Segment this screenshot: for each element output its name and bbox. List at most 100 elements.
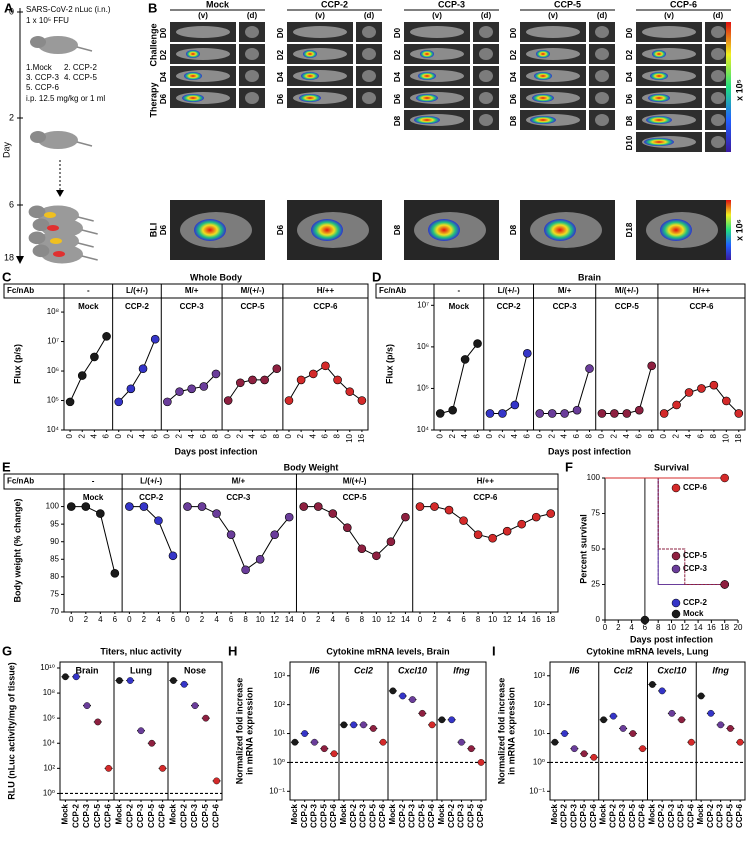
- y-axis-label: Body weight (% change): [12, 498, 22, 602]
- x-tick-label: 6: [229, 615, 234, 624]
- view-label: (v): [198, 11, 208, 20]
- x-tick-label: Mock: [550, 803, 559, 824]
- data-point: [272, 364, 282, 373]
- data-point: [634, 405, 644, 415]
- x-tick-label: CCP-6: [686, 803, 695, 828]
- x-tick-label: CCP-5: [319, 803, 328, 828]
- x-tick-label: 4: [510, 433, 519, 438]
- fc-value: M/+: [232, 477, 246, 486]
- x-tick-label: 20: [734, 623, 743, 632]
- x-tick-label: 4: [622, 433, 631, 438]
- signal: [194, 219, 226, 241]
- mouse-head: [28, 231, 46, 245]
- y-tick-label: 10⁴: [47, 425, 60, 434]
- x-tick-label: 2: [142, 615, 147, 624]
- x-tick-label: CCP-6: [212, 803, 221, 828]
- chart-title: Brain: [578, 272, 601, 282]
- data-point: [597, 409, 607, 418]
- y-tick-label: 95: [50, 519, 59, 528]
- view-label: (d): [364, 11, 375, 20]
- x-tick-label: CCP-3: [82, 803, 91, 828]
- data-point: [213, 777, 221, 785]
- data-point: [560, 409, 569, 418]
- group-name: CCP-3: [553, 302, 578, 311]
- x-tick-label: 0: [485, 433, 494, 438]
- mouse-silhouette: [362, 48, 376, 60]
- mouse-silhouette: [595, 114, 609, 126]
- data-point: [561, 730, 569, 737]
- chart-title: Body Weight: [284, 462, 339, 472]
- fc-value: -: [92, 477, 95, 486]
- day-label: D8: [393, 115, 402, 126]
- subpanel-name: Il6: [569, 665, 580, 675]
- subpanel-name: Ifng: [453, 665, 470, 675]
- group-text: 3. CCP-3: [26, 73, 59, 82]
- group-name: CCP-5: [240, 302, 265, 311]
- data-point: [386, 537, 396, 547]
- x-tick-label: CCP-5: [368, 803, 377, 828]
- x-tick-label: CCP-3: [716, 803, 725, 828]
- fc-value: M/(+/-): [343, 477, 367, 486]
- mouse-silhouette: [595, 70, 609, 82]
- y-tick-label: 10⁶: [417, 342, 429, 351]
- bli-spot: [53, 251, 65, 257]
- mouse-silhouette: [711, 92, 725, 104]
- y-axis-label: Flux (p/s): [384, 344, 394, 384]
- data-point: [389, 687, 397, 695]
- day-label: D6: [393, 93, 402, 104]
- fc-row: [3, 473, 559, 490]
- day-label: D6: [625, 93, 634, 104]
- x-tick-label: 0: [284, 433, 293, 438]
- route-text: i.p. 12.5 mg/kg or 1 ml: [26, 94, 105, 103]
- mouse-silhouette: [362, 92, 376, 104]
- day-label: D4: [509, 71, 518, 82]
- y-tick-label: 10⁴: [417, 425, 430, 434]
- x-tick-label: 16: [707, 623, 716, 632]
- data-point: [223, 396, 233, 405]
- y-axis-label: Percent survival: [578, 514, 588, 584]
- mouse-silhouette: [526, 26, 580, 38]
- x-tick-label: 0: [597, 433, 606, 438]
- x-tick-label: 10: [345, 433, 354, 442]
- y-tick-label: 10³: [273, 671, 285, 680]
- data-point: [333, 375, 342, 385]
- data-point: [467, 745, 475, 753]
- row-group-label: Therapy: [148, 82, 158, 117]
- data-point: [379, 738, 387, 746]
- y-axis-label: in mRNA expression: [506, 687, 516, 775]
- day-tick-label: 6: [9, 199, 14, 209]
- x-tick-label: 10: [667, 623, 676, 632]
- y-tick-label: 25: [591, 580, 600, 589]
- y-axis-label: RLU (nLuc activity/mg of tissue): [6, 662, 16, 800]
- data-point: [428, 721, 436, 729]
- y-tick-label: 10⁴: [43, 738, 56, 747]
- mouse-silhouette: [526, 48, 580, 60]
- mouse-silhouette: [595, 92, 609, 104]
- signal: [530, 116, 556, 124]
- data-point: [684, 388, 694, 397]
- signal: [420, 50, 434, 58]
- data-point: [72, 673, 80, 681]
- data-point: [459, 516, 468, 525]
- data-point: [430, 502, 439, 511]
- mouse-silhouette: [642, 48, 696, 60]
- group-name: CCP-3: [226, 493, 251, 502]
- group-name: CCP-6: [473, 493, 498, 502]
- x-tick-label: Mock: [169, 803, 178, 824]
- data-point: [311, 738, 318, 746]
- mouse-head: [30, 36, 46, 48]
- x-tick-label: 2: [547, 433, 556, 438]
- x-tick-label: 6: [522, 433, 531, 438]
- mouse-silhouette: [410, 48, 464, 60]
- data-point: [199, 382, 209, 391]
- group-name: CCP-5: [343, 493, 368, 502]
- y-tick-label: 10⁰: [43, 789, 55, 798]
- data-point: [458, 738, 465, 746]
- view-label: (d): [481, 11, 492, 20]
- data-point: [409, 696, 416, 703]
- mouse-silhouette: [479, 114, 493, 126]
- y-axis-label: Flux (p/s): [12, 344, 22, 384]
- mouse-silhouette: [479, 70, 493, 82]
- x-tick-label: 8: [211, 433, 220, 438]
- group-name: CCP-3: [180, 302, 205, 311]
